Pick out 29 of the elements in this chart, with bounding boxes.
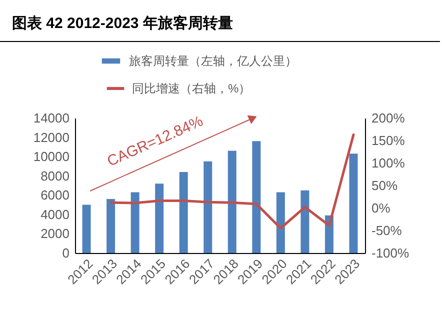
legend-label: 同比增速（右轴，%） bbox=[132, 82, 251, 96]
y2-tick-label: 200% bbox=[372, 110, 406, 126]
y-tick-label: 8000 bbox=[40, 168, 70, 184]
bar bbox=[228, 150, 236, 253]
bar bbox=[252, 141, 261, 253]
bar bbox=[82, 204, 91, 253]
bar bbox=[155, 184, 164, 253]
bar bbox=[300, 190, 310, 253]
y-tick-label: 4000 bbox=[40, 206, 70, 222]
bar bbox=[106, 199, 116, 253]
bar bbox=[130, 192, 140, 253]
y-tick-label: 6000 bbox=[40, 188, 70, 203]
bar bbox=[276, 192, 285, 253]
y-tick-label: 0 bbox=[62, 246, 70, 260]
y2-tick-label: -50% bbox=[372, 223, 402, 238]
y2-tick-label: 0% bbox=[372, 200, 391, 216]
y2-tick-label: 150% bbox=[372, 133, 406, 148]
bar bbox=[349, 154, 358, 253]
y-tick-label: 2000 bbox=[40, 226, 70, 242]
chart-title: 图表 42 2012-2023 年旅客周转量 bbox=[12, 14, 233, 33]
legend-label: 旅客周转量（左轴，亿人公里） bbox=[129, 54, 297, 68]
bar bbox=[179, 172, 188, 253]
y-tick-label: 12000 bbox=[33, 130, 70, 145]
y2-tick-label: -100% bbox=[372, 246, 410, 260]
y2-tick-label: 50% bbox=[372, 178, 398, 193]
y-tick-label: 14000 bbox=[33, 110, 70, 126]
y-tick-label: 10000 bbox=[33, 149, 70, 164]
bar bbox=[204, 161, 212, 253]
y2-tick-label: 100% bbox=[372, 156, 406, 170]
